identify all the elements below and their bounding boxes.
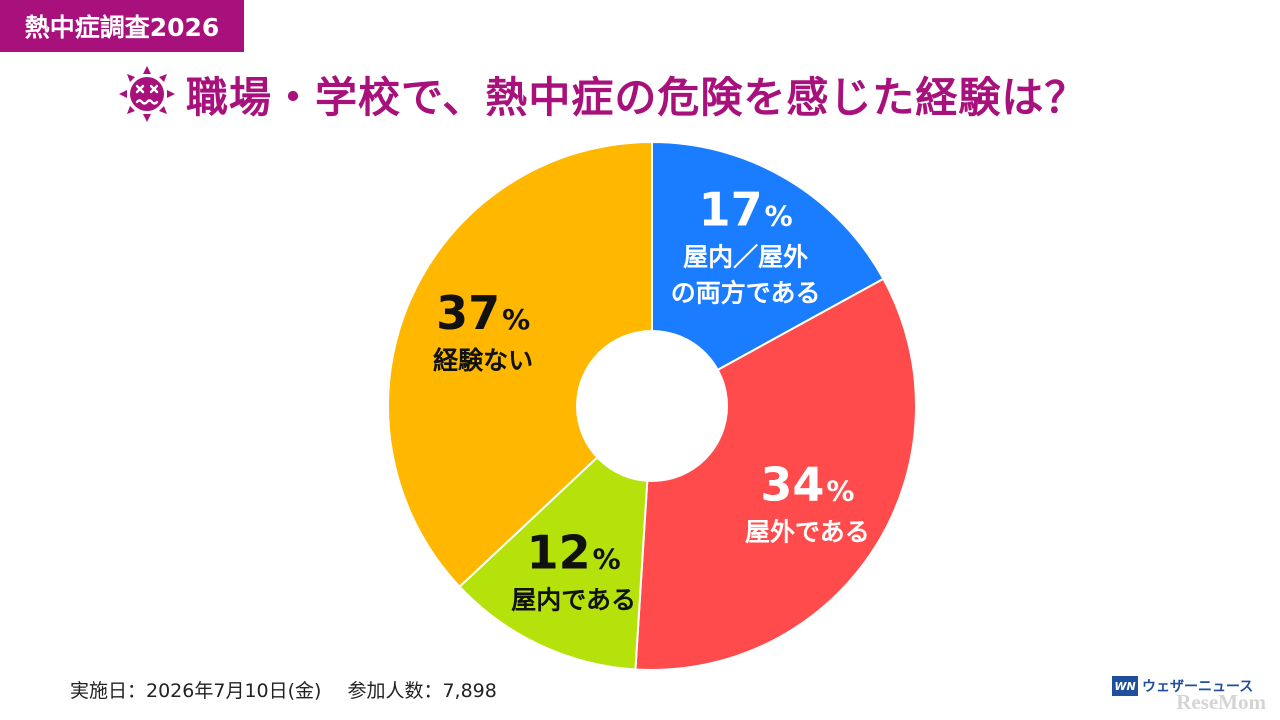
pie-slice-2 (458, 403, 654, 671)
chart-title: 職場・学校で、熱中症の危険を感じた経験は？ (186, 72, 1088, 122)
participant-count: 参加人数：7,898 (347, 680, 497, 702)
slice-category-label-3-0: 経験ない (433, 346, 533, 375)
slice-value-label-0: 17% (699, 183, 793, 237)
slice-value-label-3: 37% (436, 286, 530, 340)
survey-tag-label: 熱中症調査2026 (24, 13, 220, 42)
slice-category-label-0-1: の両方である (671, 279, 821, 308)
slice-category-label-1-0: 屋外である (745, 518, 870, 547)
pie-slice-0 (651, 140, 885, 408)
donut-hole (576, 330, 728, 482)
dizzy-sun-face-icon (119, 66, 175, 122)
brand-logo: WN ウェザーニュース (1112, 676, 1253, 696)
pie-slice-3 (387, 140, 653, 589)
survey-date: 実施日：2026年7月10日(金) (70, 680, 322, 702)
weathernews-logo-icon: WN (1112, 676, 1138, 696)
brand-name: ウェザーニュース (1142, 679, 1254, 695)
title-row: 職場・学校で、熱中症の危険を感じた経験は？ (118, 62, 1087, 126)
slice-category-label-0-0: 屋内／屋外 (683, 243, 808, 272)
watermark: ReseMom (1176, 690, 1266, 714)
survey-info: 実施日：2026年7月10日(金) 参加人数：7,898 (70, 676, 497, 703)
slice-category-label-2-0: 屋内である (511, 585, 636, 614)
survey-tag: 熱中症調査2026 (0, 0, 244, 52)
slice-value-label-2: 12% (527, 525, 621, 579)
slice-value-label-1: 34% (760, 458, 854, 512)
